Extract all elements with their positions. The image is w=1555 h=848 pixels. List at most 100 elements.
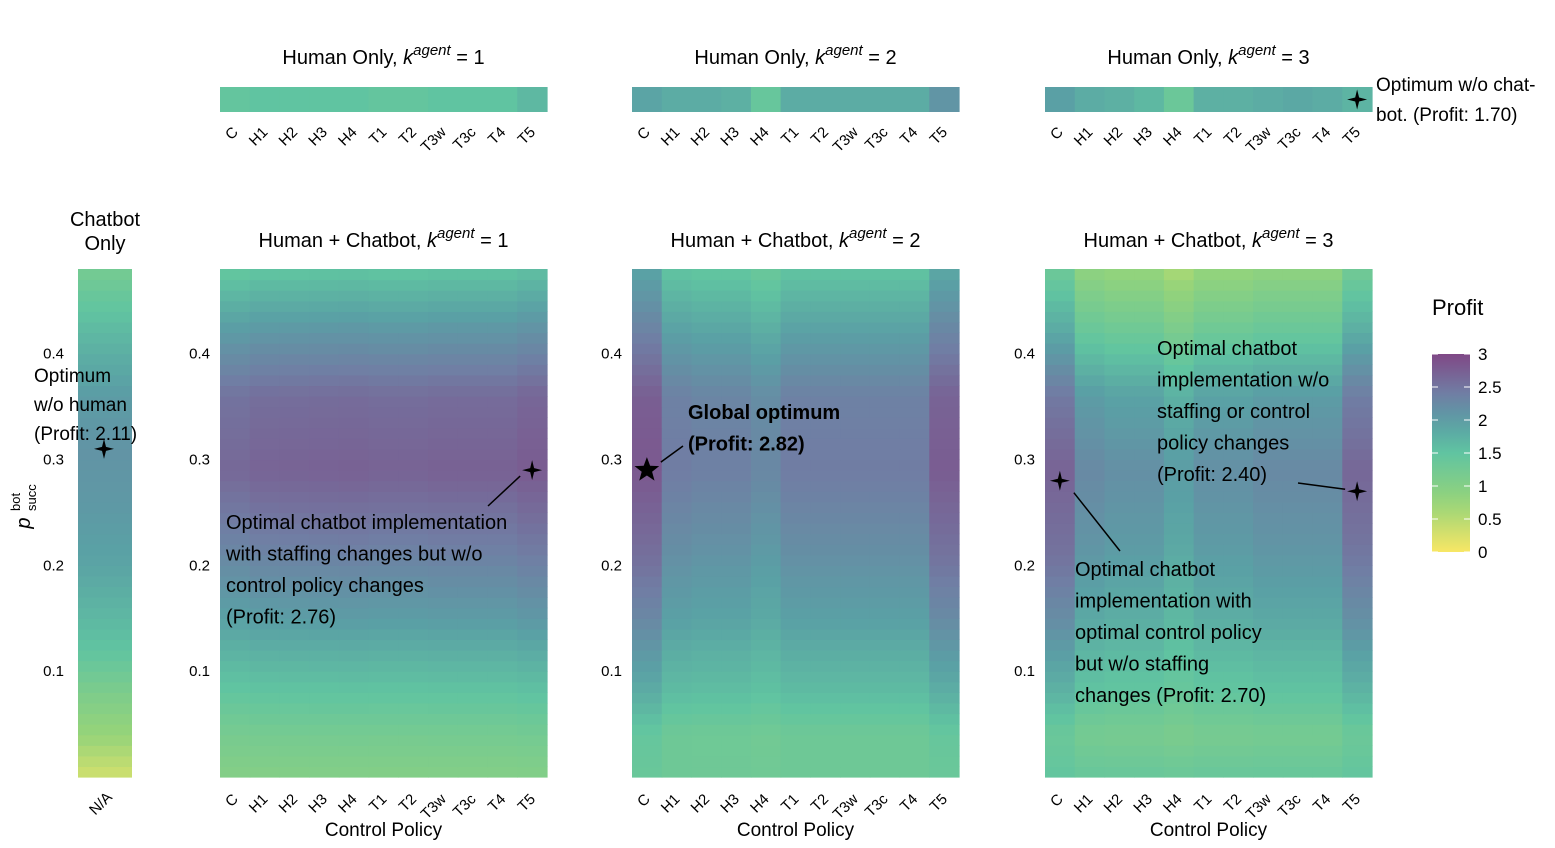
human-chatbot-1-cell xyxy=(220,639,251,651)
human-chatbot-2-cell xyxy=(691,459,722,471)
human-chatbot-2-cell xyxy=(899,554,930,566)
chatbot-only-cell xyxy=(78,396,132,408)
human-only-1-cell-T4 xyxy=(487,87,518,112)
human-chatbot-2-cell xyxy=(810,523,841,535)
human-chatbot-2-cell xyxy=(929,332,960,344)
human-chatbot-3-cell xyxy=(1312,448,1343,461)
human-chatbot-1-cell xyxy=(517,480,548,492)
human-chatbot-1-cell xyxy=(428,586,459,598)
human-chatbot-1-cell xyxy=(487,692,518,704)
human-only-1-tick-T2: T2 xyxy=(396,124,420,148)
human-chatbot-3-cell xyxy=(1282,533,1314,545)
human-only-2-cell-C xyxy=(632,87,663,112)
human-chatbot-2-cell xyxy=(929,353,960,365)
human-chatbot-2-cell xyxy=(691,597,722,609)
human-chatbot-3-cell xyxy=(1134,766,1165,778)
human-chatbot-3-cell xyxy=(1282,586,1314,598)
human-chatbot-2-cell xyxy=(929,628,960,641)
human-chatbot-1-cell xyxy=(398,480,429,492)
human-chatbot-2-cell xyxy=(750,343,782,355)
human-chatbot-1-cell xyxy=(487,480,518,492)
human-chatbot-1-cell xyxy=(368,269,399,281)
human-chatbot-3-cell xyxy=(1134,396,1165,408)
human-chatbot-3-cell xyxy=(1223,607,1254,619)
human-chatbot-3-cell xyxy=(1253,470,1284,482)
human-chatbot-3-cell xyxy=(1253,628,1284,641)
human-chatbot-1-cell xyxy=(487,618,518,630)
human-chatbot-3-cell xyxy=(1282,470,1314,482)
chatbot-only-cell xyxy=(78,671,132,683)
human-chatbot-1-cell xyxy=(517,671,548,683)
human-chatbot-2-cell xyxy=(661,300,693,312)
human-chatbot-1-cell xyxy=(457,533,489,545)
human-chatbot-2-cell xyxy=(661,491,693,503)
human-chatbot-1-cell xyxy=(428,618,459,630)
human-chatbot-3-cell xyxy=(1074,448,1106,461)
human-chatbot-2-cell xyxy=(721,681,752,693)
human-chatbot-1-cell xyxy=(428,650,459,662)
human-chatbot-3-cell xyxy=(1074,396,1106,408)
human-chatbot-2-cell xyxy=(661,618,693,630)
human-chatbot-1-cell xyxy=(368,692,399,704)
human-chatbot-1-cell xyxy=(517,353,548,365)
human-chatbot-3-cell xyxy=(1134,343,1165,355)
human-chatbot-2-cell xyxy=(810,597,841,609)
human-chatbot-3-cell xyxy=(1074,269,1106,281)
chatbot-only-cell xyxy=(78,470,132,482)
human-chatbot-2-cell xyxy=(721,448,752,461)
human-chatbot-2-cell xyxy=(899,480,930,492)
human-chatbot-1-cell xyxy=(517,385,548,397)
human-chatbot-1-cell xyxy=(368,374,399,387)
human-chatbot-1-cell xyxy=(457,364,489,376)
human-chatbot-2-cell xyxy=(691,755,722,768)
human-chatbot-1-cell xyxy=(428,607,459,619)
human-chatbot-2-cell xyxy=(691,279,722,291)
human-only-1-tick-C: C xyxy=(222,124,242,144)
human-chatbot-1-cell xyxy=(220,459,251,471)
human-chatbot-2-cell xyxy=(929,501,960,514)
human-chatbot-1-cell xyxy=(398,438,429,450)
human-chatbot-2-cell xyxy=(750,459,782,471)
human-chatbot-3-cell xyxy=(1074,650,1106,662)
human-chatbot-1-cell xyxy=(428,671,459,683)
human-chatbot-2-cell xyxy=(869,417,901,429)
human-chatbot-2-cell xyxy=(869,544,901,556)
human-chatbot-1-cell xyxy=(279,523,310,535)
human-only-2-cell-T2 xyxy=(810,87,841,112)
human-only-optimum-marker xyxy=(1347,89,1368,110)
human-only-2-cell-H2 xyxy=(691,87,722,112)
chatbot-only-cell xyxy=(78,533,132,545)
human-chatbot-2-cell xyxy=(899,321,930,334)
human-chatbot-1-cell xyxy=(279,544,310,556)
human-chatbot-1-cell xyxy=(368,311,399,323)
human-chatbot-2-cell xyxy=(780,660,811,672)
human-chatbot-3-cell xyxy=(1163,639,1195,651)
human-chatbot-1-cell xyxy=(487,364,518,376)
human-chatbot-1-cell xyxy=(249,459,281,471)
human-chatbot-1-cell xyxy=(220,724,251,736)
human-chatbot-3-cell xyxy=(1342,343,1373,355)
human-chatbot-1-cell xyxy=(428,406,459,418)
human-only-1-cell-T3w xyxy=(428,87,459,112)
human-chatbot-2-cell xyxy=(869,766,901,778)
human-chatbot-3-cell xyxy=(1104,480,1135,492)
human-chatbot-2-cell xyxy=(661,575,693,588)
human-chatbot-1-cell xyxy=(487,702,518,715)
human-chatbot-3-cell xyxy=(1193,427,1224,439)
human-chatbot-3-cell xyxy=(1253,406,1284,418)
human-only-2-cell-T3c xyxy=(869,87,901,112)
legend-tick-label: 0.5 xyxy=(1478,510,1502,529)
human-chatbot-1-cell xyxy=(279,459,310,471)
human-chatbot-2-cell xyxy=(840,279,871,291)
human-chatbot-1-cell xyxy=(279,427,310,439)
human-chatbot-3-cell xyxy=(1253,565,1284,577)
human-chatbot-1-cell xyxy=(487,321,518,334)
human-chatbot-3-cell xyxy=(1163,607,1195,619)
human-chatbot-3-cell xyxy=(1074,734,1106,746)
human-chatbot-2-cell xyxy=(929,618,960,630)
human-chatbot-3-cell xyxy=(1193,311,1224,323)
human-chatbot-2-cell xyxy=(929,671,960,683)
human-chatbot-2-cell xyxy=(899,374,930,387)
human-chatbot-1-cell xyxy=(309,523,340,535)
human-chatbot-2-cell xyxy=(632,639,663,651)
